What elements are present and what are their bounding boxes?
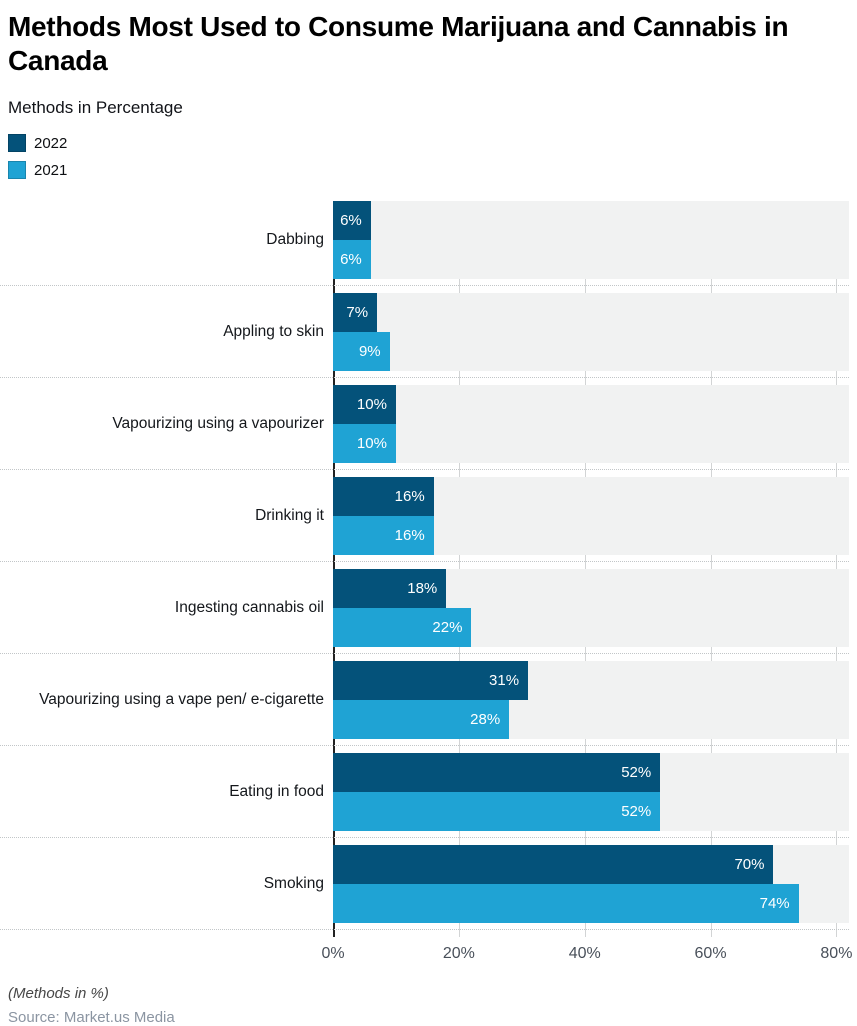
x-tick-40%: 40%: [568, 945, 601, 963]
band-background: [335, 385, 849, 464]
bar-value-label: 31%: [489, 672, 520, 690]
bar-value-label: 16%: [394, 527, 425, 545]
category-row: Eating in food 52% 52%: [0, 753, 849, 845]
bar-2022: 18%: [333, 569, 447, 609]
chart-subtitle: Methods in Percentage: [8, 98, 183, 118]
row-separator: [0, 469, 849, 471]
bar-value-label: 28%: [470, 711, 501, 729]
bar-2021: 74%: [333, 884, 799, 924]
legend-item-2022: 2022: [8, 134, 849, 153]
bar-2021: 16%: [333, 516, 434, 556]
legend-item-2021: 2021: [8, 161, 849, 180]
bar-2022: 6%: [333, 201, 371, 241]
category-label: Smoking: [263, 875, 324, 893]
legend-swatch-2021: [8, 161, 26, 180]
category-band: 31% 28%: [0, 661, 849, 747]
source-credit: Source: Market.us Media: [8, 1009, 175, 1026]
row-separator: [0, 377, 849, 379]
row-separator: [0, 745, 849, 747]
legend-label: 2021: [34, 161, 68, 179]
bar-2021: 9%: [333, 332, 390, 372]
page-title: Methods Most Used to Consume Marijuana a…: [8, 10, 849, 78]
category-label: Drinking it: [255, 507, 324, 525]
row-separator: [0, 561, 849, 563]
category-band: 6% 6%: [0, 201, 849, 287]
bar-value-label: 7%: [346, 304, 369, 322]
legend-label: 2022: [34, 134, 68, 152]
category-row: Drinking it 16% 16%: [0, 477, 849, 569]
bar-value-label: 10%: [356, 396, 387, 414]
bar-2022: 7%: [333, 293, 378, 333]
bar-2021: 10%: [333, 424, 396, 464]
bar-value-label: 9%: [358, 343, 381, 361]
row-separator: [0, 837, 849, 839]
bar-2022: 70%: [333, 845, 774, 885]
category-band: 10% 10%: [0, 385, 849, 471]
bar-value-label: 10%: [356, 435, 387, 453]
category-band: 7% 9%: [0, 293, 849, 379]
category-label: Appling to skin: [223, 323, 324, 341]
category-label: Dabbing: [266, 231, 324, 249]
category-row: Vapourizing using a vape pen/ e-cigarett…: [0, 661, 849, 753]
bar-value-label: 18%: [407, 580, 438, 598]
bar-value-label: 52%: [621, 803, 652, 821]
bar-value-label: 6%: [340, 212, 362, 230]
category-band: 18% 22%: [0, 569, 849, 655]
bar-value-label: 16%: [394, 488, 425, 506]
x-tick-20%: 20%: [442, 945, 475, 963]
category-label: Vapourizing using a vape pen/ e-cigarett…: [39, 691, 324, 709]
legend: 2022 2021: [8, 134, 849, 180]
bar-2021: 22%: [333, 608, 472, 648]
bar-2022: 31%: [333, 661, 529, 701]
x-axis: 0% 20% 40% 60% 80%: [321, 937, 853, 973]
bar-value-label: 6%: [340, 251, 362, 269]
category-label: Vapourizing using a vapourizer: [112, 415, 324, 433]
category-row: Vapourizing using a vapourizer 10% 10%: [0, 385, 849, 477]
bar-2021: 52%: [333, 792, 661, 832]
category-label: Ingesting cannabis oil: [174, 599, 324, 617]
x-tick-0%: 0%: [321, 945, 345, 963]
band-background: [335, 293, 849, 372]
bar-value-label: 74%: [759, 895, 790, 913]
bar-value-label: 70%: [734, 856, 765, 874]
category-row: Dabbing 6% 6%: [0, 201, 849, 293]
legend-swatch-2022: [8, 134, 26, 153]
category-band: 52% 52%: [0, 753, 849, 839]
title-line-2: Canada: [8, 45, 108, 77]
x-tick-80%: 80%: [820, 945, 853, 963]
row-separator: [0, 929, 849, 931]
category-row: Smoking 70% 74%: [0, 845, 849, 937]
category-band: 70% 74%: [0, 845, 849, 931]
row-separator: [0, 285, 849, 287]
x-tick-60%: 60%: [694, 945, 727, 963]
plot-area: Dabbing 6% 6% Appling to skin 7% 9% Vapourizin…: [0, 201, 849, 938]
band-background: [335, 201, 849, 280]
title-line-1: Methods Most Used to Consume Marijuana a…: [8, 11, 789, 42]
bar-2021: 28%: [333, 700, 510, 740]
bar-chart: Dabbing 6% 6% Appling to skin 7% 9% Vapourizin…: [0, 201, 853, 973]
bar-2022: 10%: [333, 385, 396, 425]
category-band: 16% 16%: [0, 477, 849, 563]
bar-2022: 52%: [333, 753, 661, 793]
bar-2021: 6%: [333, 240, 371, 280]
bar-value-label: 22%: [432, 619, 463, 637]
category-label: Eating in food: [229, 783, 324, 801]
bar-value-label: 52%: [621, 764, 652, 782]
category-row: Appling to skin 7% 9%: [0, 293, 849, 385]
row-separator: [0, 653, 849, 655]
footnote: (Methods in %): [8, 985, 109, 1003]
bar-2022: 16%: [333, 477, 434, 517]
category-row: Ingesting cannabis oil 18% 22%: [0, 569, 849, 661]
